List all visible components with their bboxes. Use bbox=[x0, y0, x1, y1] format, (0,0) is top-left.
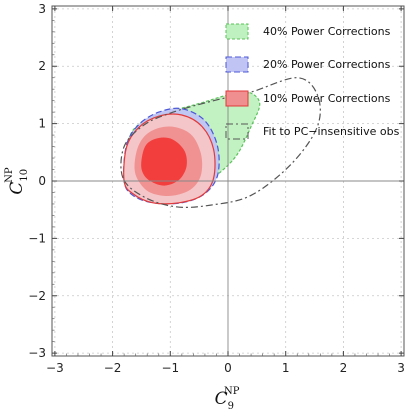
y-tick-label: 0 bbox=[38, 174, 46, 188]
y-tick-label: −3 bbox=[28, 346, 46, 360]
y-tick-label: −1 bbox=[28, 231, 46, 245]
x-tick-label: 2 bbox=[340, 361, 348, 375]
y-axis-title-main: C bbox=[7, 182, 27, 195]
x-tick-label: −1 bbox=[161, 361, 179, 375]
x-tick-label: −3 bbox=[46, 361, 64, 375]
legend-swatch-3 bbox=[225, 123, 249, 140]
y-axis-title-sup: NP bbox=[4, 167, 15, 183]
legend-swatch-2 bbox=[225, 90, 249, 107]
x-axis-title-sup: NP bbox=[224, 386, 240, 397]
x-tick-label: −2 bbox=[104, 361, 122, 375]
legend-label-2: 10% Power Corrections bbox=[263, 92, 391, 105]
contour-region-series-3-0 bbox=[120, 77, 321, 208]
legend-label-1: 20% Power Corrections bbox=[263, 58, 391, 71]
y-axis-title-sub: 10 bbox=[19, 169, 30, 182]
x-tick-label: 3 bbox=[397, 361, 405, 375]
y-tick-label: 3 bbox=[38, 2, 46, 16]
y-tick-label: 1 bbox=[38, 117, 46, 131]
y-tick-label: 2 bbox=[38, 59, 46, 73]
contour-region-series-2-2 bbox=[141, 137, 187, 186]
legend-swatch-0 bbox=[225, 23, 249, 40]
legend: 40% Power Corrections 20% Power Correctio… bbox=[225, 23, 400, 140]
ticks: −3 −2 −1 0 1 2 3 −3 −2 −1 0 1 2 3 bbox=[28, 2, 405, 375]
x-axis-title-sub: 9 bbox=[228, 401, 234, 412]
y-axis-title: C10 NP bbox=[4, 167, 30, 195]
x-tick-label: 0 bbox=[224, 361, 232, 375]
x-axis-title: C9 NP bbox=[215, 386, 240, 412]
y-tick-label: −2 bbox=[28, 289, 46, 303]
legend-label-0: 40% Power Corrections bbox=[263, 25, 391, 38]
x-tick-label: 1 bbox=[282, 361, 290, 375]
legend-swatch-1 bbox=[225, 56, 249, 73]
x-axis-title-main: C bbox=[215, 389, 228, 409]
legend-label-3: Fit to PC−insensitive obs bbox=[263, 125, 400, 138]
